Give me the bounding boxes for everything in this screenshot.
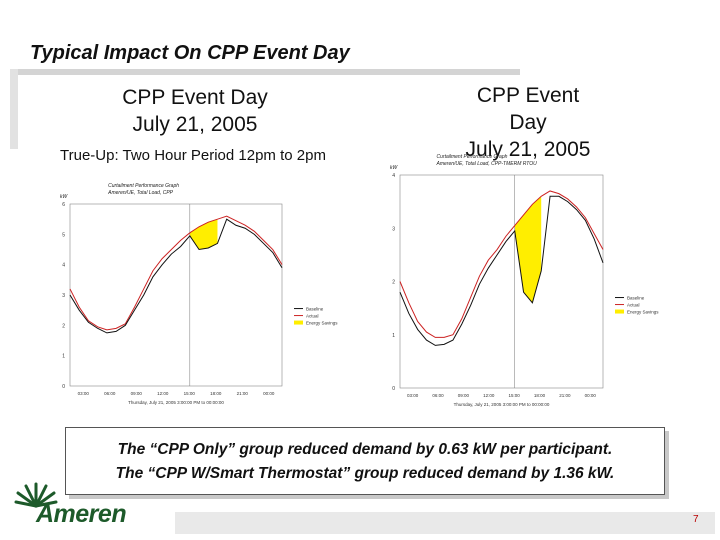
right-chart-heading: CPP Event Day July 21, 2005 <box>458 82 598 163</box>
ameren-logo: Ameren <box>14 480 154 530</box>
callout-line-2: The “CPP W/Smart Thermostat” group reduc… <box>115 465 615 482</box>
chart-1-ytick: 6 <box>62 202 65 208</box>
chart-2-ytick: 2 <box>392 280 395 286</box>
chart-2-ytick: 1 <box>392 333 395 339</box>
chart-1-legend-label: Baseline <box>306 307 324 312</box>
results-callout: The “CPP Only” group reduced demand by 0… <box>65 427 665 495</box>
chart-1-xtick: 09:00 <box>131 391 143 396</box>
chart-2-xtick: 06:00 <box>432 393 444 398</box>
chart-2-legend-label: Baseline <box>627 296 645 301</box>
chart-2-ytick: 4 <box>392 173 395 179</box>
chart-2-ytick: 0 <box>392 386 395 392</box>
chart-1-xtick: 12:00 <box>157 391 169 396</box>
chart-1-ytick: 0 <box>62 384 65 390</box>
chart-2-subtitle: Ameren/UE, Total Load, CPP-TMERM RTOU <box>436 161 538 167</box>
chart-2-xtick: 09:00 <box>458 393 470 398</box>
chart-2-xtick: 15:00 <box>509 393 521 398</box>
ameren-wordmark: Ameren <box>36 500 127 528</box>
chart-1-ylabel: kW <box>60 194 69 200</box>
chart-1-ytick: 3 <box>62 293 65 299</box>
chart-2-plot-frame <box>399 174 604 389</box>
chart-2-legend-label: Actual <box>627 303 640 308</box>
chart-2-xtick: 12:00 <box>483 393 495 398</box>
chart-2-xtick: 21:00 <box>559 393 571 398</box>
chart-1-xtick: 18:00 <box>210 391 222 396</box>
chart-1-xtick: 21:00 <box>237 391 249 396</box>
chart-1-xtick: 03:00 <box>78 391 90 396</box>
chart-2-xtick: 00:00 <box>585 393 597 398</box>
chart-2-xtick: 03:00 <box>407 393 419 398</box>
chart-2-series-actual-line <box>399 195 604 346</box>
chart-2-legend-swatch <box>615 309 624 314</box>
chart-1-xtick: 06:00 <box>104 391 116 396</box>
chart-1-subtitle: Ameren/UE, Total Load, CPP <box>107 190 174 196</box>
chart-1-ytick: 5 <box>62 232 65 238</box>
chart-1-ytick: 4 <box>62 263 65 269</box>
chart-2-ylabel: kW <box>390 165 399 171</box>
trueup-caption: True-Up: Two Hour Period 12pm to 2pm <box>60 147 326 164</box>
right-heading-line2: July 21, 2005 <box>465 138 591 161</box>
left-chart-heading: CPP Event Day July 21, 2005 <box>120 84 270 138</box>
chart-1-xtick: 15:00 <box>184 391 196 396</box>
chart-1-legend-label: Energy Savings <box>306 321 338 326</box>
chart-1-title: Curtailment Performance Graph <box>108 183 179 189</box>
title-underline <box>10 69 520 75</box>
chart-1-ytick: 2 <box>62 323 65 329</box>
chart-2-xtick: 18:00 <box>534 393 546 398</box>
chart-1-series-actual-line <box>69 218 283 334</box>
right-heading-line1: CPP Event Day <box>476 84 580 134</box>
left-accent-bar <box>10 69 18 149</box>
chart-2-title: Curtailment Performance Graph <box>437 154 508 160</box>
ameren-starburst-icon <box>14 482 58 508</box>
left-heading-line1: CPP Event Day <box>122 86 268 109</box>
page-number: 7 <box>693 514 699 525</box>
callout-line-1: The “CPP Only” group reduced demand by 0… <box>117 441 613 458</box>
footer-bar <box>175 512 715 534</box>
left-heading-line2: July 21, 2005 <box>132 113 258 136</box>
cpp-only-chart: Curtailment Performance GraphAmeren/UE, … <box>60 183 338 405</box>
cpp-thermostat-chart: Curtailment Performance GraphAmeren/UE, … <box>390 154 659 407</box>
chart-1-legend-label: Actual <box>306 314 319 319</box>
chart-1-series-baseline-line <box>69 215 283 331</box>
slide-title: Typical Impact On CPP Event Day <box>30 42 350 64</box>
chart-2-footnote: Thursday, July 21, 2005 3:00:00 PM to 00… <box>454 402 550 407</box>
chart-1-ytick: 1 <box>62 354 65 360</box>
chart-2-ytick: 3 <box>392 226 395 232</box>
chart-1-energy-savings-area <box>189 219 218 250</box>
chart-1-xtick: 00:00 <box>263 391 275 396</box>
chart-1-footnote: Thursday, July 21, 2005 3:00:00 PM to 00… <box>128 400 224 405</box>
chart-1-legend-swatch <box>294 320 303 325</box>
chart-2-series-baseline-line <box>399 190 604 338</box>
chart-2-legend-label: Energy Savings <box>627 310 659 315</box>
